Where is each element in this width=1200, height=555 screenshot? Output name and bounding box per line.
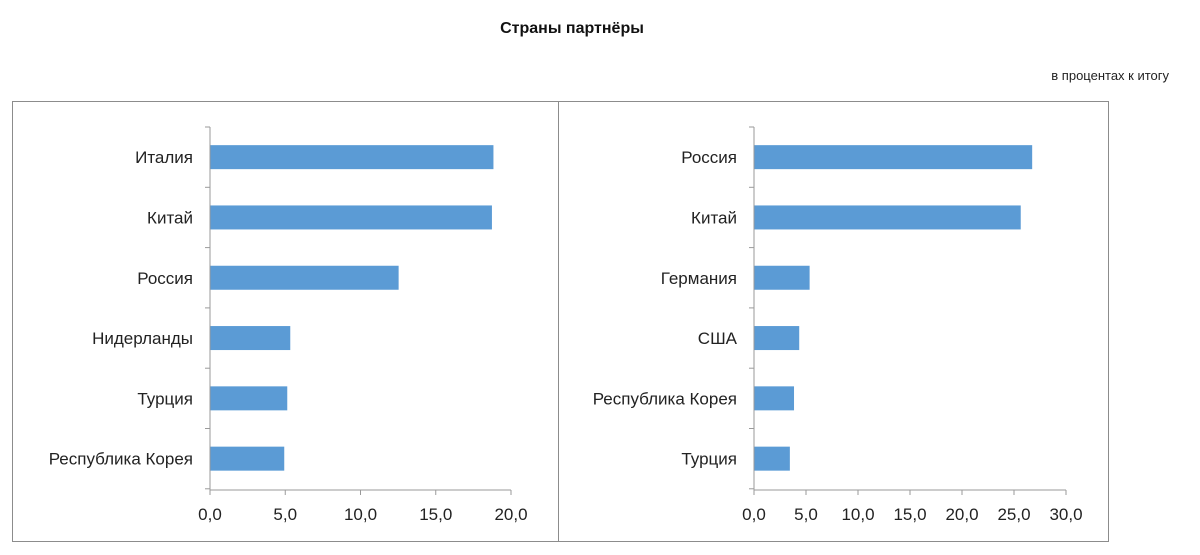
value-tick-label: 0,0 — [198, 505, 222, 524]
category-label: Италия — [135, 148, 193, 167]
value-tick-label: 20,0 — [494, 505, 527, 524]
value-tick-label: 10,0 — [344, 505, 377, 524]
bar — [210, 205, 492, 230]
value-tick-label: 30,0 — [1049, 505, 1082, 524]
value-tick-label: 20,0 — [945, 505, 978, 524]
panel-divider — [558, 101, 559, 542]
bar — [210, 145, 494, 170]
category-label: Китай — [691, 208, 737, 227]
category-label: Турция — [681, 450, 737, 469]
value-tick-label: 15,0 — [893, 505, 926, 524]
bar — [754, 326, 800, 351]
bar — [210, 386, 288, 411]
value-tick-label: 15,0 — [419, 505, 452, 524]
category-label: США — [698, 329, 738, 348]
chart-title: Страны партнёры — [500, 20, 644, 37]
bar — [754, 386, 795, 411]
bar — [754, 205, 1021, 230]
category-label: Республика Корея — [593, 389, 737, 408]
bar — [210, 326, 291, 351]
value-tick-label: 5,0 — [273, 505, 297, 524]
bar — [210, 446, 285, 471]
bar — [754, 265, 810, 290]
category-label: Республика Корея — [49, 450, 193, 469]
bar — [210, 265, 399, 290]
chart-subtitle: в процентах к итогу — [1051, 68, 1169, 83]
value-tick-label: 10,0 — [841, 505, 874, 524]
value-tick-label: 0,0 — [742, 505, 766, 524]
category-label: Китай — [147, 208, 193, 227]
bar — [754, 446, 790, 471]
value-tick-label: 5,0 — [794, 505, 818, 524]
category-label: Турция — [137, 389, 193, 408]
value-tick-label: 25,0 — [997, 505, 1030, 524]
category-label: Россия — [681, 148, 737, 167]
category-label: Германия — [661, 269, 737, 288]
bar — [754, 145, 1033, 170]
category-label: Нидерланды — [92, 329, 193, 348]
category-label: Россия — [137, 269, 193, 288]
chart-frame — [12, 101, 1109, 542]
